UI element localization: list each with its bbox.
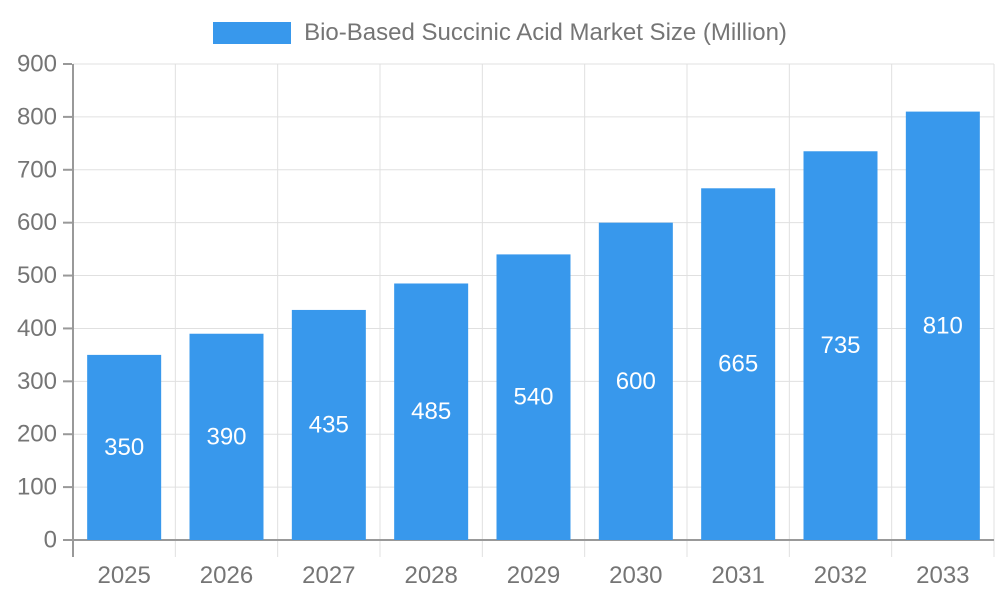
x-tick-label: 2032 [814, 562, 867, 589]
bar-2025[interactable] [87, 354, 162, 540]
bar-2030[interactable] [598, 222, 673, 540]
y-tick-label: 800 [17, 103, 57, 130]
bar-2026[interactable] [189, 333, 264, 540]
y-tick-label: 0 [44, 527, 57, 554]
chart-legend[interactable]: Bio-Based Succinic Acid Market Size (Mil… [0, 20, 1000, 46]
bar-value-label: 540 [513, 384, 553, 411]
bar-2029[interactable] [496, 254, 571, 540]
x-tick-label: 2030 [609, 562, 662, 589]
y-tick-label: 200 [17, 421, 57, 448]
bar-2032[interactable] [803, 151, 878, 540]
bar-2031[interactable] [701, 188, 776, 541]
y-tick-label: 100 [17, 474, 57, 501]
bar-2033[interactable] [905, 111, 980, 540]
bar-2027[interactable] [291, 309, 366, 540]
x-tick-label: 2031 [711, 562, 764, 589]
x-tick-label: 2025 [97, 562, 150, 589]
legend-label: Bio-Based Succinic Acid Market Size (Mil… [304, 19, 787, 46]
bar-value-label: 735 [820, 332, 860, 359]
bar-value-label: 810 [923, 312, 963, 339]
bar-value-label: 435 [309, 411, 349, 438]
bar-value-label: 600 [616, 368, 656, 395]
legend-swatch-icon [213, 22, 292, 44]
x-tick-label: 2028 [404, 562, 457, 589]
y-tick-label: 700 [17, 156, 57, 183]
x-tick-label: 2033 [916, 562, 969, 589]
x-tick-label: 2027 [302, 562, 355, 589]
x-tick-label: 2026 [200, 562, 253, 589]
y-tick-label: 900 [17, 51, 57, 78]
bar-value-label: 350 [104, 434, 144, 461]
y-tick-label: 400 [17, 315, 57, 342]
bar-value-label: 485 [411, 398, 451, 425]
bar-value-label: 665 [718, 351, 758, 378]
x-tick-label: 2029 [507, 562, 560, 589]
bar-2028[interactable] [394, 283, 469, 540]
y-tick-label: 600 [17, 209, 57, 236]
y-tick-label: 500 [17, 262, 57, 289]
bar-value-label: 390 [206, 423, 246, 450]
y-tick-label: 300 [17, 368, 57, 395]
